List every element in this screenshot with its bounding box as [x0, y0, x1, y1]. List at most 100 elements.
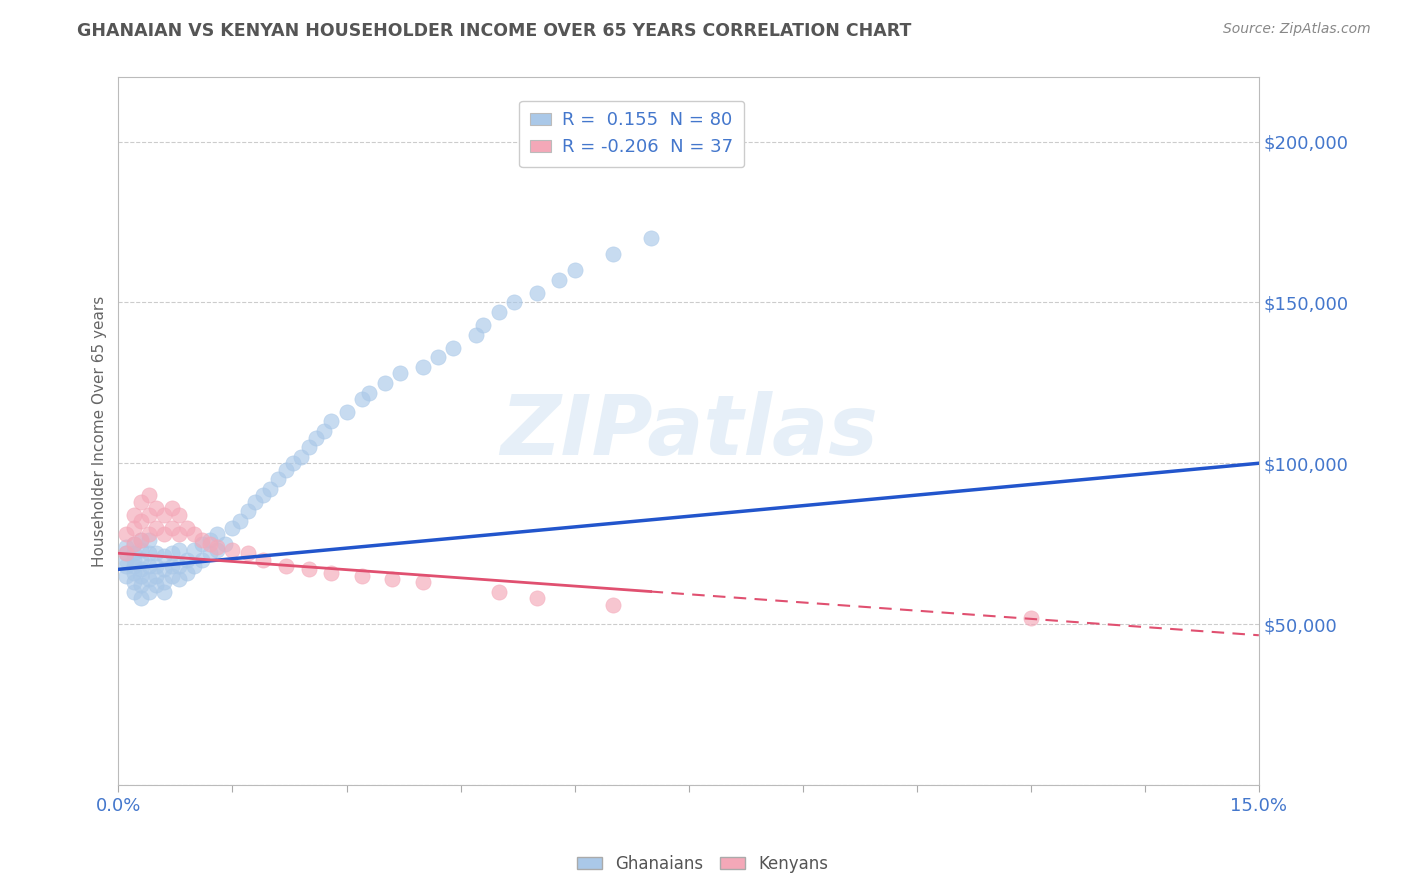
- Point: [412, 359, 434, 374]
- Point: [274, 559, 297, 574]
- Point: [138, 533, 160, 548]
- Text: ZIPatlas: ZIPatlas: [499, 391, 877, 472]
- Point: [290, 450, 312, 464]
- Point: [153, 585, 176, 599]
- Point: [176, 520, 198, 534]
- Point: [526, 591, 548, 606]
- Point: [236, 546, 259, 560]
- Point: [138, 546, 160, 560]
- Point: [115, 568, 138, 582]
- Point: [145, 578, 167, 592]
- Point: [221, 543, 243, 558]
- Point: [122, 508, 145, 522]
- Point: [129, 578, 152, 592]
- Point: [359, 385, 381, 400]
- Point: [122, 585, 145, 599]
- Point: [129, 514, 152, 528]
- Point: [297, 562, 319, 576]
- Point: [388, 366, 411, 380]
- Point: [297, 440, 319, 454]
- Point: [122, 566, 145, 580]
- Point: [602, 598, 624, 612]
- Point: [129, 591, 152, 606]
- Point: [167, 572, 190, 586]
- Point: [312, 424, 335, 438]
- Point: [472, 318, 495, 332]
- Point: [267, 472, 290, 486]
- Point: [122, 546, 145, 560]
- Point: [153, 508, 176, 522]
- Point: [426, 350, 449, 364]
- Point: [191, 533, 214, 548]
- Point: [198, 546, 221, 560]
- Point: [305, 431, 328, 445]
- Point: [138, 559, 160, 574]
- Point: [153, 575, 176, 590]
- Point: [115, 540, 138, 554]
- Point: [122, 520, 145, 534]
- Point: [564, 263, 586, 277]
- Point: [145, 568, 167, 582]
- Point: [488, 305, 510, 319]
- Point: [167, 527, 190, 541]
- Point: [129, 543, 152, 558]
- Point: [236, 504, 259, 518]
- Point: [153, 527, 176, 541]
- Point: [214, 536, 236, 550]
- Point: [350, 568, 373, 582]
- Point: [335, 405, 357, 419]
- Point: [145, 559, 167, 574]
- Point: [441, 341, 464, 355]
- Point: [252, 552, 274, 566]
- Point: [160, 568, 183, 582]
- Point: [229, 514, 252, 528]
- Point: [167, 559, 190, 574]
- Point: [122, 552, 145, 566]
- Point: [138, 508, 160, 522]
- Point: [160, 520, 183, 534]
- Point: [373, 376, 395, 390]
- Point: [129, 495, 152, 509]
- Legend: Ghanaians, Kenyans: Ghanaians, Kenyans: [571, 848, 835, 880]
- Point: [160, 501, 183, 516]
- Point: [207, 540, 229, 554]
- Point: [115, 546, 138, 560]
- Point: [464, 327, 486, 342]
- Point: [122, 575, 145, 590]
- Point: [138, 488, 160, 502]
- Point: [145, 501, 167, 516]
- Legend: R =  0.155  N = 80, R = -0.206  N = 37: R = 0.155 N = 80, R = -0.206 N = 37: [519, 101, 744, 168]
- Point: [488, 585, 510, 599]
- Point: [129, 568, 152, 582]
- Point: [183, 527, 205, 541]
- Point: [274, 463, 297, 477]
- Text: Source: ZipAtlas.com: Source: ZipAtlas.com: [1223, 22, 1371, 37]
- Point: [198, 533, 221, 548]
- Point: [283, 456, 305, 470]
- Point: [167, 508, 190, 522]
- Point: [115, 527, 138, 541]
- Point: [412, 575, 434, 590]
- Point: [129, 533, 152, 548]
- Point: [198, 536, 221, 550]
- Point: [129, 552, 152, 566]
- Point: [640, 231, 662, 245]
- Point: [153, 562, 176, 576]
- Point: [138, 585, 160, 599]
- Point: [548, 273, 571, 287]
- Y-axis label: Householder Income Over 65 years: Householder Income Over 65 years: [93, 295, 107, 566]
- Point: [381, 572, 404, 586]
- Point: [252, 488, 274, 502]
- Point: [350, 392, 373, 406]
- Point: [115, 559, 138, 574]
- Point: [115, 552, 138, 566]
- Point: [1019, 610, 1042, 624]
- Point: [129, 562, 152, 576]
- Point: [321, 566, 343, 580]
- Point: [129, 533, 152, 548]
- Point: [145, 546, 167, 560]
- Point: [191, 536, 214, 550]
- Point: [145, 520, 167, 534]
- Point: [176, 552, 198, 566]
- Point: [160, 546, 183, 560]
